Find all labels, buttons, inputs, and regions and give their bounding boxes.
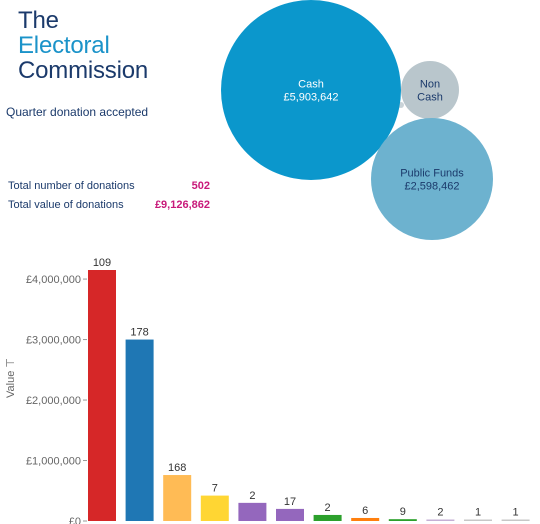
bubble-label: Non xyxy=(420,79,440,91)
summary-stats: Total number of donations 502 Total valu… xyxy=(8,180,210,218)
bar-data-label: 17 xyxy=(284,496,296,508)
bar[interactable] xyxy=(88,270,116,521)
bar-data-label: 1 xyxy=(513,507,519,519)
bubble-label: £5,903,642 xyxy=(283,92,338,104)
bar-data-label: 178 xyxy=(130,327,148,339)
y-tick-label: £2,000,000 xyxy=(26,395,81,407)
y-tick-label: £0 xyxy=(69,516,81,524)
bar[interactable] xyxy=(426,519,455,522)
bar-data-label: 2 xyxy=(249,490,255,502)
bar[interactable] xyxy=(464,519,492,522)
bubble-label: Cash xyxy=(298,79,324,91)
bar-data-label: 2 xyxy=(437,507,443,519)
bar[interactable] xyxy=(238,502,267,521)
stat-label: Total number of donations xyxy=(8,180,135,192)
y-axis-label: Value ⊤ xyxy=(5,358,17,398)
bubble-cash[interactable] xyxy=(221,0,401,180)
bar-data-label: 7 xyxy=(212,483,218,495)
stat-row-total: Total value of donations £9,126,862 xyxy=(8,199,210,218)
bar[interactable] xyxy=(388,519,417,521)
bar[interactable] xyxy=(276,508,304,521)
logo-line-2: Electoral xyxy=(18,32,110,59)
stat-value: £9,126,862 xyxy=(154,199,210,211)
y-tick-label: £4,000,000 xyxy=(26,274,81,286)
page-subtitle: Quarter donation accepted xyxy=(6,105,149,119)
bar[interactable] xyxy=(351,517,380,521)
bubble-label: Cash xyxy=(417,92,443,104)
bubble-label: Public Funds xyxy=(400,168,464,180)
electoral-commission-logo: The Electoral Commission xyxy=(18,8,148,83)
bar-data-label: 1 xyxy=(475,507,481,519)
bar[interactable] xyxy=(163,475,192,521)
bar[interactable] xyxy=(200,495,229,521)
bar-data-label: 6 xyxy=(362,505,368,517)
bar-data-label: 2 xyxy=(325,502,331,514)
y-tick-label: £3,000,000 xyxy=(26,335,81,347)
bar[interactable] xyxy=(501,519,530,522)
bar[interactable] xyxy=(313,514,342,521)
bar[interactable] xyxy=(125,339,154,521)
logo-line-1: The xyxy=(18,7,59,34)
bar-data-label: 9 xyxy=(400,506,406,518)
bar-data-label: 168 xyxy=(168,462,186,474)
logo-line-3: Commission xyxy=(18,57,149,84)
stat-value: 502 xyxy=(191,180,210,192)
y-tick-label: £1,000,000 xyxy=(26,456,81,468)
bubble-label: £2,598,462 xyxy=(404,181,459,193)
bubble-non-cash[interactable] xyxy=(401,61,459,119)
stat-row-count: Total number of donations 502 xyxy=(8,180,210,199)
bubble-public-funds[interactable] xyxy=(371,118,493,240)
stat-label: Total value of donations xyxy=(8,199,124,211)
bar-data-label: 109 xyxy=(93,257,111,269)
